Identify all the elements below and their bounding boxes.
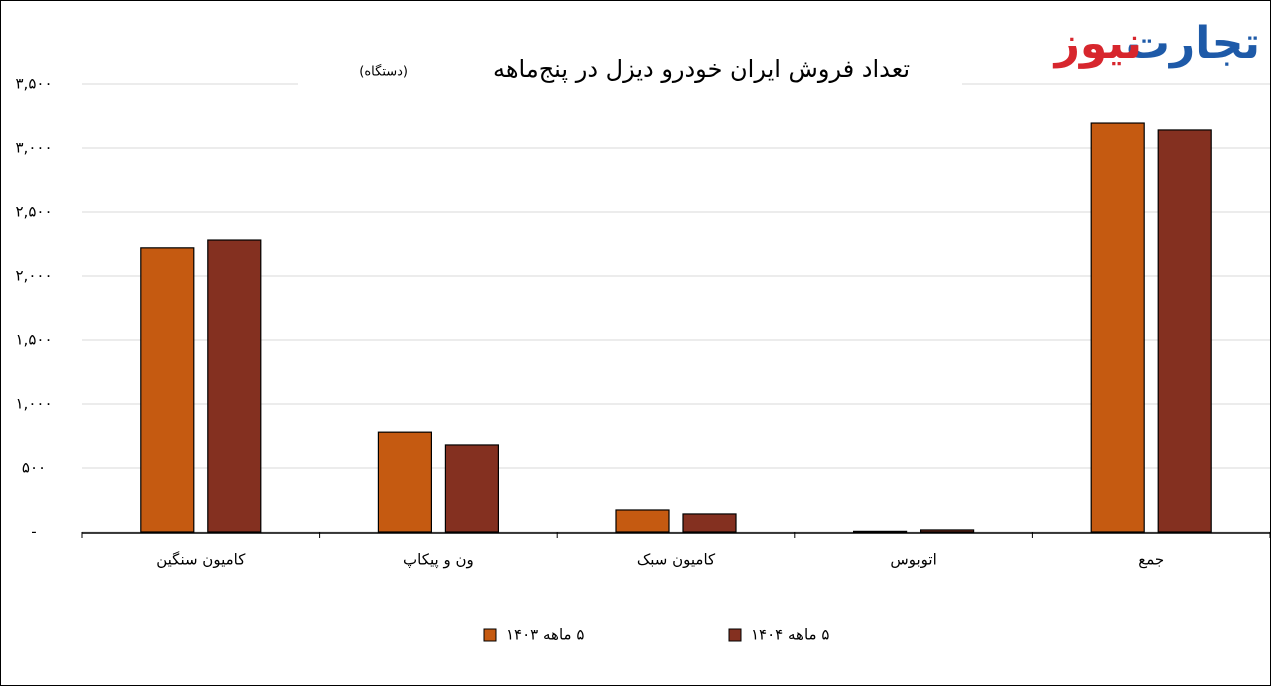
x-tick-label: ون و پیکاپ xyxy=(403,551,474,570)
logo-part: تجارت xyxy=(1126,18,1260,69)
y-tick-label: ۳,۵۰۰ xyxy=(16,75,53,93)
legend-label: ۵ ماهه ۱۴۰۴ xyxy=(751,626,829,644)
bar xyxy=(919,529,975,533)
y-tick-label: - xyxy=(31,523,36,541)
x-tick-label: کامیون سنگین xyxy=(156,551,246,569)
bar xyxy=(207,239,262,533)
legend-swatch xyxy=(483,628,497,642)
bar xyxy=(682,513,737,533)
legend-swatch xyxy=(728,628,742,642)
y-tick-label: ۲,۰۰۰ xyxy=(16,267,53,285)
bar xyxy=(1157,129,1212,533)
legend-label: ۵ ماهه ۱۴۰۳ xyxy=(506,626,584,644)
bar xyxy=(377,431,432,533)
y-tick-label: ۳,۰۰۰ xyxy=(16,139,53,157)
y-tick-label: ۵۰۰ xyxy=(22,459,46,477)
logo-part: نیوز xyxy=(1053,18,1142,69)
title-backdrop xyxy=(298,45,962,95)
y-tick-label: ۱,۵۰۰ xyxy=(16,331,53,349)
bar xyxy=(615,509,670,533)
bar xyxy=(140,247,195,533)
bar xyxy=(444,444,499,533)
x-tick-label: اتوبوس xyxy=(890,551,936,569)
bar xyxy=(852,530,908,533)
y-tick-label: ۱,۰۰۰ xyxy=(16,395,53,413)
x-tick-label: کامیون سبک xyxy=(637,551,716,569)
y-tick-label: ۲,۵۰۰ xyxy=(16,203,53,221)
bar xyxy=(1090,122,1145,533)
plot-area: - ۵۰۰ ۱,۰۰۰ ۱,۵۰۰ ۲,۰۰۰ ۲,۵۰۰ ۳,۰۰۰ ۳,۵۰۰ کامیون… xyxy=(16,75,1271,570)
x-tick-label: جمع xyxy=(1138,551,1164,569)
chart-subtitle: (دستگاه) xyxy=(359,64,408,80)
chart-title: تعداد فروش ایران خودرو دیزل در پنج‌ماهه xyxy=(493,55,910,83)
